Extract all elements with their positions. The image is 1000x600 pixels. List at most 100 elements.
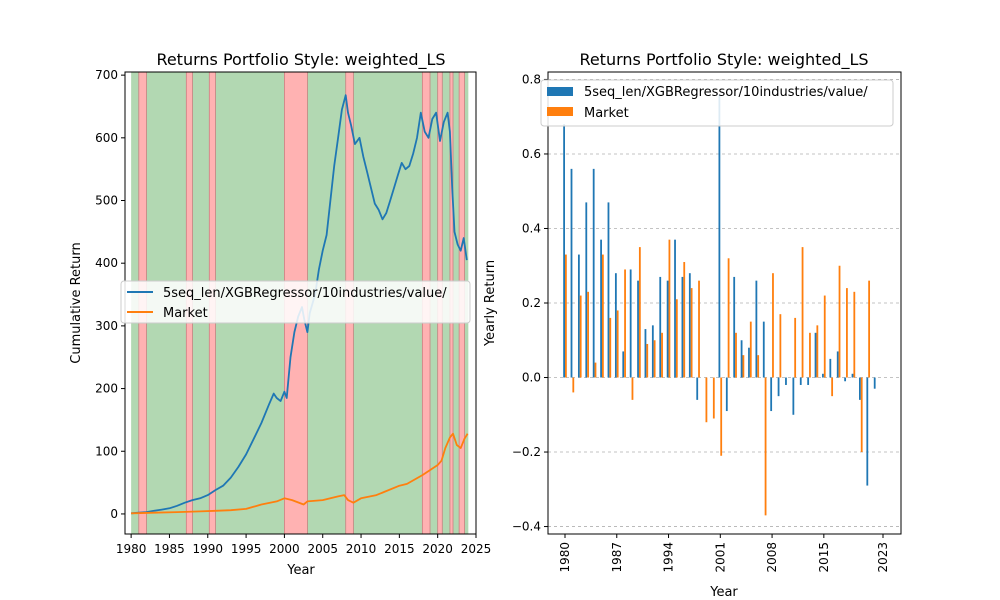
right-legend: 5seq_len/XGBRegressor/10industries/value… (540, 79, 894, 127)
market-bar (616, 310, 619, 378)
strategy-bar (577, 254, 580, 378)
strategy-bar (748, 347, 750, 378)
strategy-bar (799, 377, 802, 385)
x-tick-label: 1987 (610, 542, 624, 573)
market-bar (579, 295, 582, 378)
market-bar (653, 340, 656, 378)
strategy-bar (629, 269, 632, 378)
strategy-bar (674, 239, 676, 378)
right-legend-label-market: Market (584, 106, 629, 121)
strategy-bar (585, 202, 588, 378)
y-tick-label: 600 (95, 131, 118, 145)
market-bar (668, 239, 671, 378)
right-legend-swatch-strategy (547, 87, 573, 96)
right-y-axis-label: Yearly Return (483, 260, 498, 347)
strategy-bar (755, 280, 758, 378)
market-bar (794, 317, 797, 378)
y-tick-label: 100 (95, 444, 118, 458)
y-tick-label: 0.0 (522, 371, 541, 385)
market-bar (831, 377, 834, 397)
left-x-ticks: 1980 1985 1990 1995 2000 2005 2010 2015 2020 2025 (116, 534, 491, 556)
strategy-bar (651, 325, 654, 378)
strategy-bar (570, 168, 573, 378)
market-bar (772, 273, 774, 378)
y-tick-label: 0.4 (522, 221, 541, 235)
yearly-return-bars (563, 94, 885, 516)
strategy-bar (814, 332, 817, 378)
market-bar (779, 314, 782, 378)
x-tick-label: 2010 (346, 542, 377, 556)
market-bar (698, 280, 700, 378)
market-bar (846, 288, 848, 378)
market-bar (742, 355, 745, 378)
x-tick-label: 1980 (558, 542, 572, 573)
market-bar (801, 247, 804, 378)
strategy-bar (859, 377, 861, 400)
x-tick-label: 1990 (192, 542, 223, 556)
market-bar (823, 295, 826, 378)
market-bar (587, 291, 589, 378)
y-tick-label: 0 (110, 507, 118, 521)
right-x-axis-label: Year (709, 585, 738, 600)
strategy-bar (785, 377, 787, 385)
strategy-bar (607, 202, 610, 378)
strategy-bar (681, 276, 684, 378)
x-tick-label: 2025 (461, 542, 492, 556)
right-legend-box (540, 79, 894, 127)
y-tick-label: 200 (95, 382, 118, 396)
market-bar (661, 332, 663, 378)
strategy-bar (829, 358, 832, 378)
market-bar (757, 355, 760, 378)
market-bar (594, 362, 597, 378)
x-tick-label: 2000 (269, 542, 300, 556)
strategy-bar (614, 273, 617, 378)
left-legend-label-market: Market (163, 306, 208, 321)
x-tick-label: 1994 (662, 542, 676, 573)
x-tick-label: 2005 (307, 542, 338, 556)
y-tick-label: 0.2 (522, 296, 541, 310)
strategy-bar (792, 377, 795, 415)
right-legend-swatch-market (547, 107, 573, 116)
strategy-bar (822, 373, 824, 378)
strategy-bar (740, 340, 743, 378)
market-bar (816, 325, 819, 378)
strategy-bar (659, 276, 662, 378)
strategy-bar (718, 94, 721, 378)
market-bar (624, 269, 626, 378)
right-legend-label-strategy: 5seq_len/XGBRegressor/10industries/value… (584, 85, 868, 100)
left-chart-title: Returns Portfolio Style: weighted_LS (156, 50, 445, 70)
market-bar (601, 254, 604, 378)
market-bar (735, 332, 737, 378)
strategy-bar (637, 280, 639, 378)
strategy-bar (725, 377, 728, 412)
strategy-bar (807, 377, 810, 385)
strategy-bar (770, 377, 773, 412)
market-bar (764, 377, 767, 516)
x-tick-label: 1985 (154, 542, 185, 556)
strategy-bar (836, 351, 839, 378)
strategy-bar (622, 351, 625, 378)
market-bar (683, 262, 686, 378)
strategy-bar (762, 321, 765, 378)
strategy-bar (866, 377, 869, 486)
strategy-bar (844, 377, 847, 382)
left-y-axis-label: Cumulative Return (69, 242, 84, 363)
y-tick-label: −0.4 (512, 520, 541, 534)
x-tick-label: 2015 (384, 542, 415, 556)
y-tick-label: 400 (95, 256, 118, 270)
right-x-ticks: 1980 1987 1994 2001 2008 2015 2023 (558, 534, 890, 573)
market-bar (712, 377, 715, 419)
market-bar (853, 291, 856, 378)
x-tick-label: 2023 (876, 542, 890, 573)
market-bar (838, 265, 841, 378)
right-y-gridlines (548, 79, 901, 527)
strategy-bar (696, 377, 699, 400)
market-bar (720, 377, 723, 456)
strategy-bar (563, 124, 565, 378)
y-tick-label: 0.8 (522, 72, 541, 86)
market-bar (638, 247, 641, 378)
y-tick-label: 500 (95, 194, 118, 208)
y-tick-label: 0.6 (522, 147, 541, 161)
market-bar (646, 343, 649, 378)
strategy-bar (733, 276, 736, 378)
